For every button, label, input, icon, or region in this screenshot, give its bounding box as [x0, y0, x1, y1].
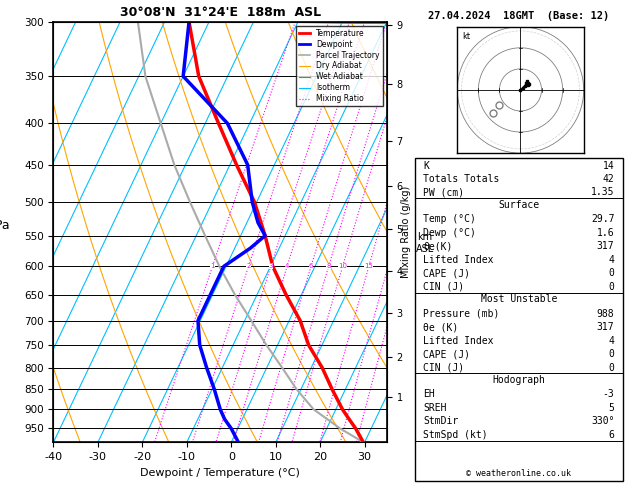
Text: StmDir: StmDir	[423, 417, 459, 426]
Text: 988: 988	[597, 309, 615, 319]
Text: StmSpd (kt): StmSpd (kt)	[423, 430, 488, 440]
Y-axis label: km
ASL: km ASL	[416, 232, 434, 254]
Text: Surface: Surface	[498, 200, 540, 210]
Text: θe(K): θe(K)	[423, 242, 453, 251]
Text: 4: 4	[608, 336, 615, 346]
Text: K: K	[423, 160, 430, 171]
Text: 15: 15	[364, 263, 373, 269]
Y-axis label: hPa: hPa	[0, 219, 10, 232]
Text: kt: kt	[462, 32, 470, 41]
Text: Hodograph: Hodograph	[493, 375, 545, 385]
Text: 2: 2	[247, 263, 251, 269]
Text: CIN (J): CIN (J)	[423, 282, 465, 292]
Title: 30°08'N  31°24'E  188m  ASL: 30°08'N 31°24'E 188m ASL	[120, 6, 321, 19]
Text: CIN (J): CIN (J)	[423, 363, 465, 373]
Text: Temp (°C): Temp (°C)	[423, 214, 476, 225]
Text: 1.6: 1.6	[597, 228, 615, 238]
Text: SREH: SREH	[423, 403, 447, 413]
Text: Pressure (mb): Pressure (mb)	[423, 309, 500, 319]
Text: 6: 6	[608, 430, 615, 440]
Text: 0: 0	[608, 349, 615, 359]
Text: 317: 317	[597, 242, 615, 251]
Text: Totals Totals: Totals Totals	[423, 174, 500, 184]
Legend: Temperature, Dewpoint, Parcel Trajectory, Dry Adiabat, Wet Adiabat, Isotherm, Mi: Temperature, Dewpoint, Parcel Trajectory…	[296, 26, 383, 106]
Text: -3: -3	[603, 389, 615, 399]
Text: Lifted Index: Lifted Index	[423, 336, 494, 346]
Text: 0: 0	[608, 363, 615, 373]
Text: © weatheronline.co.uk: © weatheronline.co.uk	[467, 469, 571, 478]
Text: 3: 3	[269, 263, 273, 269]
Text: θe (K): θe (K)	[423, 322, 459, 332]
Text: 10: 10	[338, 263, 347, 269]
Text: 1: 1	[210, 263, 214, 269]
Text: 42: 42	[603, 174, 615, 184]
Text: 4: 4	[285, 263, 289, 269]
Text: CAPE (J): CAPE (J)	[423, 268, 470, 278]
Text: EH: EH	[423, 389, 435, 399]
Text: 27.04.2024  18GMT  (Base: 12): 27.04.2024 18GMT (Base: 12)	[428, 11, 610, 21]
Text: 4: 4	[608, 255, 615, 265]
Text: 330°: 330°	[591, 417, 615, 426]
Text: Mixing Ratio (g/kg): Mixing Ratio (g/kg)	[401, 186, 411, 278]
Text: Dewp (°C): Dewp (°C)	[423, 228, 476, 238]
Text: 1.35: 1.35	[591, 188, 615, 197]
Text: Lifted Index: Lifted Index	[423, 255, 494, 265]
Text: 0: 0	[608, 282, 615, 292]
Text: 5: 5	[608, 403, 615, 413]
X-axis label: Dewpoint / Temperature (°C): Dewpoint / Temperature (°C)	[140, 468, 300, 478]
Text: Most Unstable: Most Unstable	[481, 294, 557, 304]
Text: 8: 8	[326, 263, 331, 269]
Text: PW (cm): PW (cm)	[423, 188, 465, 197]
Text: 29.7: 29.7	[591, 214, 615, 225]
Text: 14: 14	[603, 160, 615, 171]
Text: CAPE (J): CAPE (J)	[423, 349, 470, 359]
Text: 0: 0	[608, 268, 615, 278]
Text: 317: 317	[597, 322, 615, 332]
Text: 6: 6	[309, 263, 313, 269]
